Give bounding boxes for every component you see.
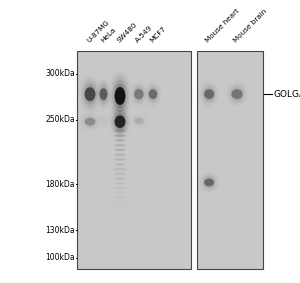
Ellipse shape	[204, 179, 214, 186]
Ellipse shape	[111, 107, 129, 137]
Ellipse shape	[114, 158, 126, 161]
Ellipse shape	[83, 81, 97, 107]
Ellipse shape	[100, 118, 107, 124]
Ellipse shape	[114, 144, 126, 147]
Ellipse shape	[115, 113, 125, 130]
FancyBboxPatch shape	[196, 51, 262, 269]
Ellipse shape	[114, 177, 126, 180]
Text: Mouse heart: Mouse heart	[205, 8, 241, 44]
Ellipse shape	[85, 118, 95, 126]
Ellipse shape	[114, 163, 126, 166]
Text: A-549: A-549	[135, 25, 154, 44]
Ellipse shape	[134, 118, 144, 124]
Text: SW480: SW480	[116, 22, 138, 44]
Text: U-87MG: U-87MG	[86, 19, 110, 44]
Ellipse shape	[134, 117, 144, 125]
Ellipse shape	[147, 85, 159, 103]
Ellipse shape	[83, 115, 97, 129]
Text: 180kDa: 180kDa	[46, 180, 75, 189]
Ellipse shape	[114, 134, 126, 137]
Ellipse shape	[114, 139, 126, 142]
Ellipse shape	[113, 79, 127, 113]
Ellipse shape	[134, 89, 144, 99]
Text: Mouse brain: Mouse brain	[233, 8, 268, 44]
Ellipse shape	[204, 89, 214, 99]
Text: HeLa: HeLa	[99, 27, 116, 44]
Ellipse shape	[231, 89, 243, 99]
Ellipse shape	[115, 83, 125, 109]
Ellipse shape	[133, 85, 145, 104]
Ellipse shape	[85, 87, 95, 101]
Ellipse shape	[200, 173, 218, 192]
FancyBboxPatch shape	[76, 51, 190, 269]
Ellipse shape	[114, 186, 126, 189]
Ellipse shape	[114, 172, 126, 175]
Ellipse shape	[111, 74, 129, 118]
Ellipse shape	[81, 78, 99, 111]
Ellipse shape	[113, 110, 127, 133]
Ellipse shape	[231, 87, 243, 101]
Ellipse shape	[204, 87, 214, 101]
Ellipse shape	[115, 87, 125, 105]
Ellipse shape	[97, 80, 110, 108]
Ellipse shape	[114, 153, 126, 156]
Text: GOLGA4: GOLGA4	[273, 90, 300, 99]
Ellipse shape	[230, 85, 244, 103]
Ellipse shape	[85, 116, 95, 127]
Text: MCF7: MCF7	[149, 25, 167, 44]
Ellipse shape	[114, 149, 126, 151]
Ellipse shape	[149, 87, 157, 101]
Ellipse shape	[100, 86, 107, 102]
Ellipse shape	[115, 115, 125, 128]
Text: 100kDa: 100kDa	[45, 253, 75, 262]
Ellipse shape	[202, 175, 216, 190]
Ellipse shape	[100, 88, 107, 100]
Text: 250kDa: 250kDa	[45, 115, 75, 125]
Text: 300kDa: 300kDa	[45, 69, 75, 78]
Ellipse shape	[134, 87, 144, 101]
Ellipse shape	[149, 89, 157, 99]
Ellipse shape	[202, 85, 216, 103]
Ellipse shape	[98, 83, 109, 105]
Text: 130kDa: 130kDa	[45, 226, 75, 235]
Ellipse shape	[114, 182, 126, 185]
Ellipse shape	[204, 177, 214, 188]
Ellipse shape	[200, 82, 218, 106]
Ellipse shape	[114, 168, 126, 170]
Ellipse shape	[85, 85, 95, 104]
Ellipse shape	[114, 130, 126, 132]
